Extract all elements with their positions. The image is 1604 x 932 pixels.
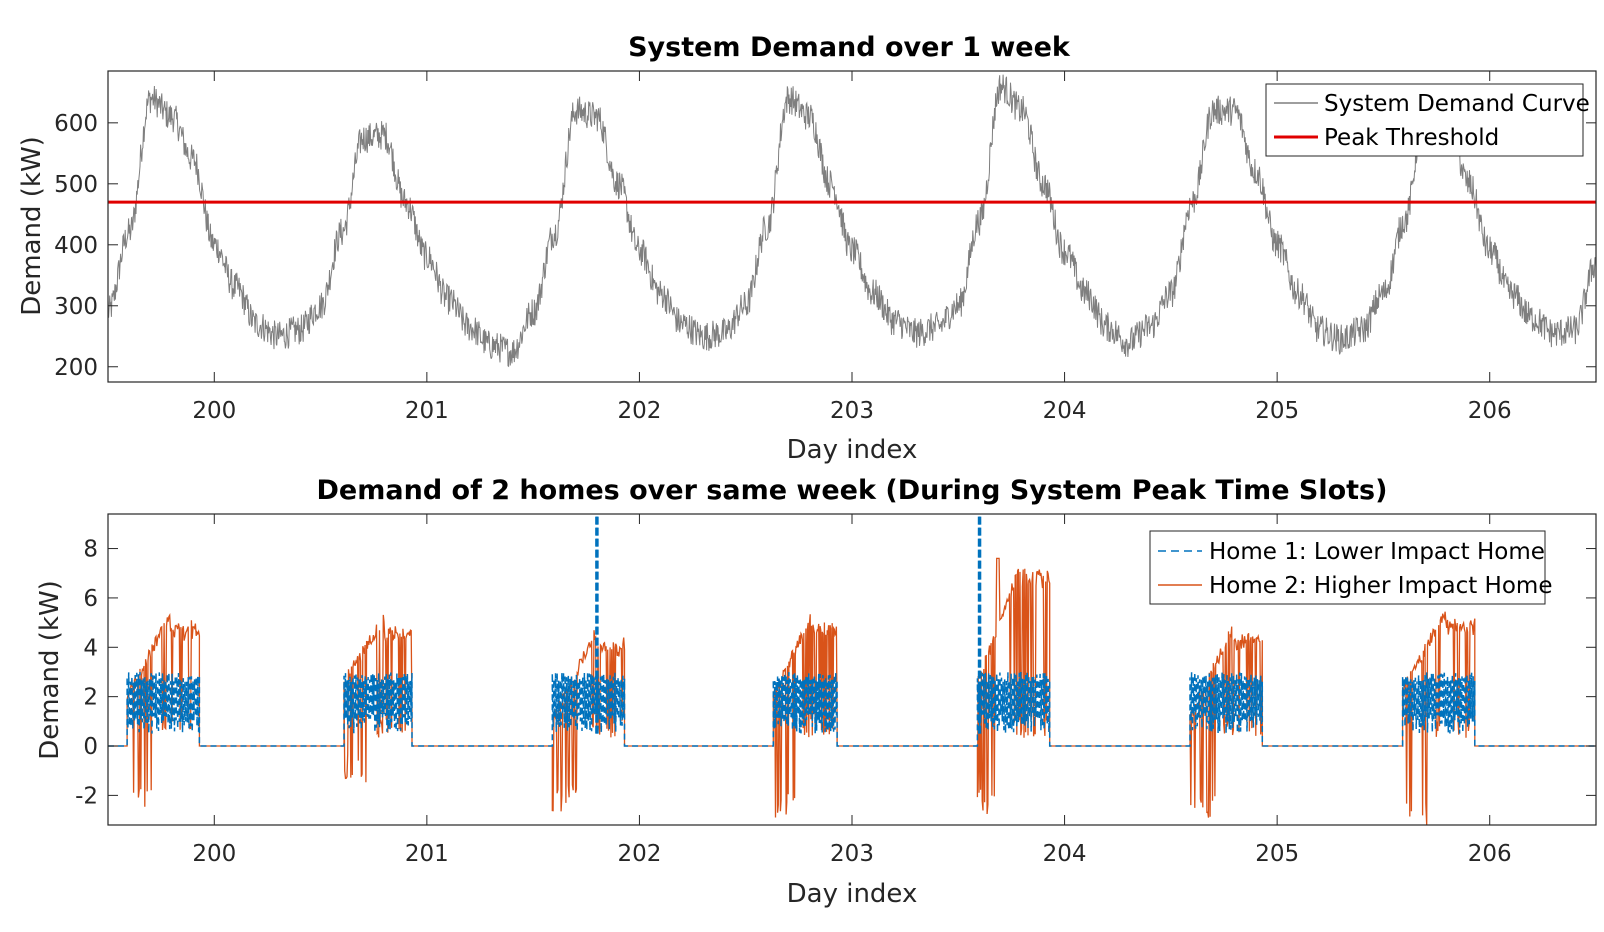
bottom-y-tick-label: 4	[83, 635, 98, 661]
home1-demand-line	[108, 671, 1596, 747]
bottom-y-tick-label: 6	[83, 586, 98, 612]
bottom-y-axis-label: Demand (kW)	[35, 580, 65, 760]
top-x-tick-label: 206	[1468, 398, 1512, 424]
bottom-x-tick-label: 201	[405, 841, 449, 867]
bottom-plot-data	[108, 514, 1596, 825]
legend-label-system-demand: System Demand Curve	[1324, 91, 1590, 117]
bottom-x-tick-label: 206	[1468, 841, 1512, 867]
legend-label-home1: Home 1: Lower Impact Home	[1209, 539, 1545, 565]
top-chart-title: System Demand over 1 week	[628, 32, 1071, 63]
bottom-legend: Home 1: Lower Impact Home Home 2: Higher…	[1149, 530, 1552, 605]
legend-label-peak-threshold: Peak Threshold	[1324, 125, 1499, 151]
top-x-tick-label: 202	[617, 398, 661, 424]
top-legend-box	[1265, 83, 1584, 157]
top-x-tick-label: 205	[1255, 398, 1299, 424]
bottom-x-tick-label: 204	[1043, 841, 1087, 867]
bottom-x-tick-label: 202	[617, 841, 661, 867]
bottom-chart: Demand of 2 homes over same week (During…	[35, 475, 1597, 909]
top-x-tick-label: 203	[830, 398, 874, 424]
bottom-chart-title: Demand of 2 homes over same week (During…	[317, 475, 1388, 506]
top-legend: System Demand Curve Peak Threshold	[1265, 83, 1590, 157]
bottom-x-axis-label: Day index	[787, 879, 918, 909]
top-plot-data	[108, 74, 1596, 368]
bottom-y-tick-label: 2	[83, 685, 98, 711]
top-x-tick-label: 204	[1043, 398, 1087, 424]
bottom-x-tick-label: 203	[830, 841, 874, 867]
bottom-x-tick-label: 205	[1255, 841, 1299, 867]
top-axis-ticks: 200 201 202 203 204 205 206 200 300 400 500 600	[54, 71, 1596, 424]
bottom-y-tick-label: 0	[83, 734, 98, 760]
top-x-tick-label: 200	[192, 398, 236, 424]
top-y-axis-label: Demand (kW)	[17, 136, 47, 316]
system-demand-curve	[108, 74, 1596, 368]
top-y-tick-label: 500	[54, 172, 98, 198]
top-x-tick-label: 201	[405, 398, 449, 424]
top-x-axis-label: Day index	[787, 435, 918, 465]
top-y-tick-label: 300	[54, 294, 98, 320]
bottom-x-tick-label: 200	[192, 841, 236, 867]
bottom-axis-ticks: 200 201 202 203 204 205 206 -2 0 2 4 6 8	[75, 514, 1596, 867]
top-y-tick-label: 200	[54, 355, 98, 381]
legend-label-home2: Home 2: Higher Impact Home	[1209, 573, 1552, 599]
bottom-y-tick-label: 8	[83, 537, 98, 563]
top-chart: System Demand over 1 week 200 201 202 203 20…	[17, 32, 1597, 465]
bottom-y-tick-label: -2	[75, 783, 98, 809]
bottom-legend-box	[1149, 530, 1546, 605]
top-y-tick-label: 600	[54, 111, 98, 137]
top-y-tick-label: 400	[54, 233, 98, 259]
